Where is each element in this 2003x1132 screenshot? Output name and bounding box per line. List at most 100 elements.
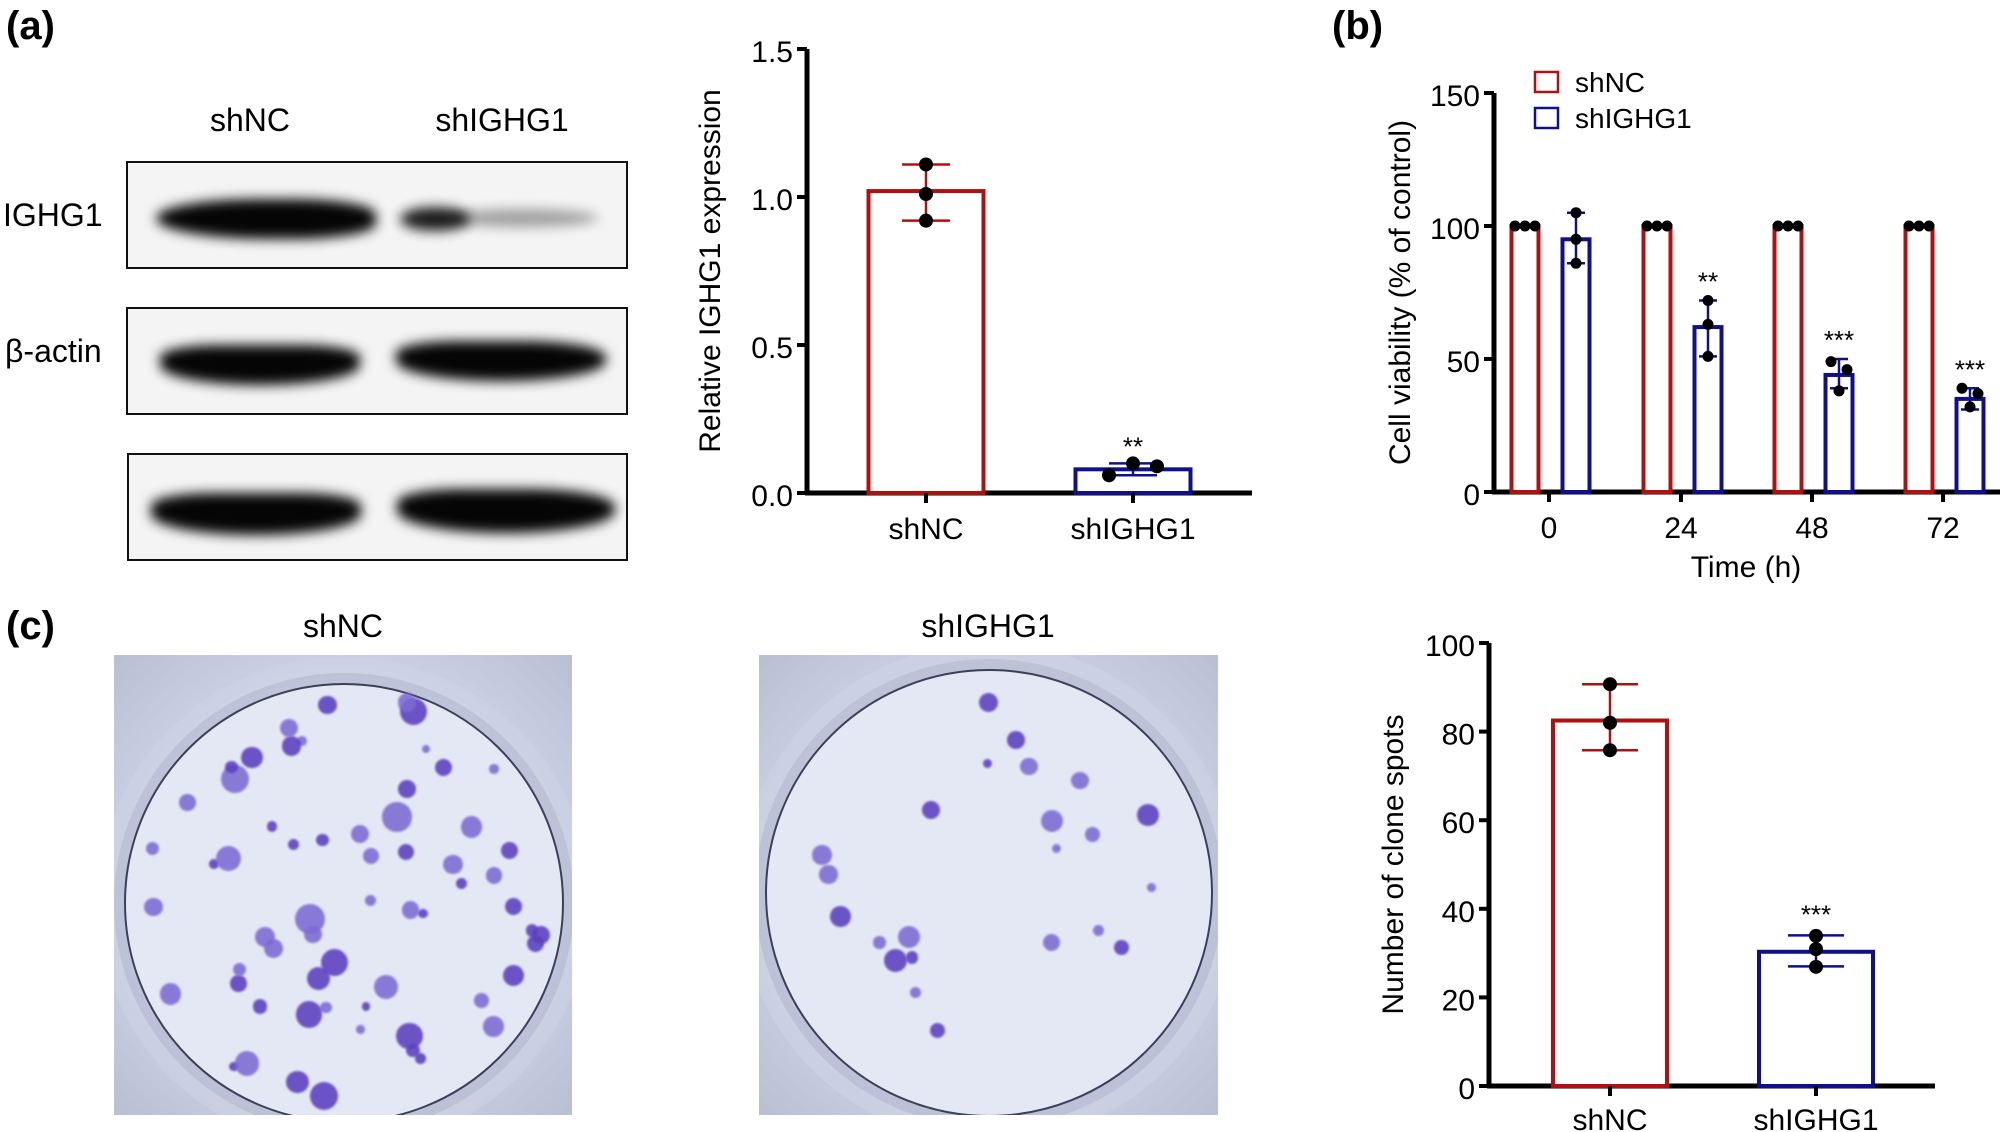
colony-spot bbox=[418, 908, 428, 919]
colony-spot bbox=[474, 993, 489, 1008]
colony-spot bbox=[461, 816, 483, 838]
colony-spot bbox=[921, 801, 941, 820]
colony-spot bbox=[435, 759, 453, 777]
significance-marker: ** bbox=[1698, 266, 1718, 296]
colony-spot bbox=[897, 925, 920, 948]
petri-dish-shNC bbox=[124, 683, 564, 1115]
data-point bbox=[1570, 233, 1582, 245]
band-loading-shNC bbox=[151, 493, 361, 535]
bar-shIGHG1-0h bbox=[1560, 237, 1592, 494]
colony-spot bbox=[307, 967, 331, 991]
y-tick-label: 150 bbox=[1430, 80, 1480, 113]
colony-spot bbox=[482, 1016, 504, 1038]
data-point bbox=[1603, 743, 1617, 758]
data-point bbox=[1509, 220, 1521, 232]
bar-shNC-24h bbox=[1641, 224, 1673, 494]
colony-spot bbox=[351, 825, 369, 843]
colony-photo-shNC bbox=[114, 655, 572, 1115]
y-tick-label: 1.5 bbox=[751, 36, 793, 69]
western-blot-beta-actin bbox=[126, 307, 628, 415]
data-point bbox=[1923, 220, 1935, 232]
band-actin-shIGHG1 bbox=[396, 341, 606, 381]
y-tick-label: 50 bbox=[1447, 346, 1480, 379]
band-ighg1-shIGHG1-strong bbox=[400, 207, 470, 231]
band-loading-shIGHG1 bbox=[397, 489, 615, 533]
data-point bbox=[1519, 220, 1531, 232]
colony-spot bbox=[241, 746, 263, 769]
colony-spot bbox=[485, 867, 503, 884]
chart-b-cell-viability: 0 50 100 150 Cell viability (% of control) 0 2… bbox=[1384, 67, 2000, 584]
colony-spot bbox=[361, 1002, 371, 1012]
colony-spot bbox=[255, 927, 276, 948]
blot-row-label-ighg1: IGHG1 bbox=[3, 197, 103, 233]
data-point bbox=[919, 187, 933, 202]
colony-spot bbox=[234, 1051, 260, 1076]
legend-label-shNC: shNC bbox=[1575, 67, 1645, 98]
colony-spot bbox=[373, 974, 399, 1000]
x-tick-label: 48 bbox=[1795, 512, 1828, 545]
legend-swatch-shNC bbox=[1533, 70, 1560, 94]
data-point bbox=[1702, 294, 1714, 306]
data-point bbox=[1603, 677, 1617, 692]
colony-spot bbox=[382, 802, 412, 832]
colony-spot bbox=[1051, 843, 1061, 854]
colony-spot bbox=[310, 1082, 339, 1111]
colony-spot bbox=[905, 951, 919, 965]
colony-spot bbox=[318, 695, 338, 715]
data-point bbox=[1903, 220, 1915, 232]
colony-spot bbox=[232, 963, 246, 977]
data-point bbox=[1809, 959, 1823, 974]
colony-spot bbox=[1137, 804, 1159, 826]
significance-marker: *** bbox=[1801, 899, 1831, 929]
data-point bbox=[1102, 468, 1116, 483]
data-point bbox=[1956, 382, 1968, 394]
colony-spot bbox=[252, 999, 267, 1014]
colony-spot bbox=[230, 975, 247, 992]
y-tick-label: 100 bbox=[1425, 630, 1475, 663]
y-tick-label: 0.5 bbox=[751, 332, 793, 365]
data-point bbox=[1913, 220, 1925, 232]
colony-spot bbox=[159, 983, 182, 1005]
colony-spot bbox=[1042, 934, 1061, 952]
band-ighg1-shIGHG1-faint bbox=[448, 209, 598, 227]
colony-spot bbox=[397, 779, 416, 798]
colony-spot bbox=[1084, 826, 1100, 842]
panel-label-b: (b) bbox=[1332, 4, 1384, 48]
colony-spot bbox=[297, 736, 308, 747]
colony-spot bbox=[316, 833, 329, 847]
colony-spot bbox=[364, 895, 376, 907]
colony-spot bbox=[266, 821, 278, 833]
y-tick-label: 40 bbox=[1442, 896, 1475, 929]
bar-shNC bbox=[866, 189, 986, 496]
colony-spot bbox=[443, 854, 463, 875]
data-point bbox=[1529, 220, 1541, 232]
western-blot-ighg1 bbox=[126, 161, 628, 269]
colony-spot bbox=[146, 841, 160, 855]
colony-spot bbox=[456, 878, 468, 890]
colony-spot bbox=[356, 1025, 365, 1034]
colony-photo-shIGHG1 bbox=[759, 655, 1218, 1115]
photo-label-shIGHG1: shIGHG1 bbox=[921, 608, 1055, 644]
x-tick-label: shNC bbox=[1572, 1104, 1647, 1132]
colony-spot bbox=[503, 964, 525, 987]
bar-shNC-0h bbox=[1509, 224, 1541, 494]
colony-spot bbox=[983, 758, 993, 768]
data-point bbox=[1809, 928, 1823, 943]
colony-spot bbox=[812, 845, 833, 865]
colony-spot bbox=[531, 925, 551, 945]
colony-spot bbox=[929, 1022, 945, 1038]
colony-spot bbox=[179, 794, 196, 811]
colony-spot bbox=[501, 842, 518, 859]
x-tick-label: 0 bbox=[1541, 512, 1558, 545]
photo-label-shNC: shNC bbox=[302, 608, 384, 644]
x-axis-title: Time (h) bbox=[1691, 551, 1802, 584]
y-tick-label: 100 bbox=[1430, 213, 1480, 246]
x-tick-label: 72 bbox=[1926, 512, 1959, 545]
band-ighg1-shNC bbox=[156, 199, 376, 239]
y-axis-title: Number of clone spots bbox=[1377, 714, 1410, 1014]
data-point bbox=[1702, 318, 1714, 330]
colony-spot bbox=[1113, 940, 1129, 955]
y-tick-label: 0 bbox=[1458, 1073, 1475, 1106]
bar-shNC bbox=[1551, 718, 1669, 1089]
